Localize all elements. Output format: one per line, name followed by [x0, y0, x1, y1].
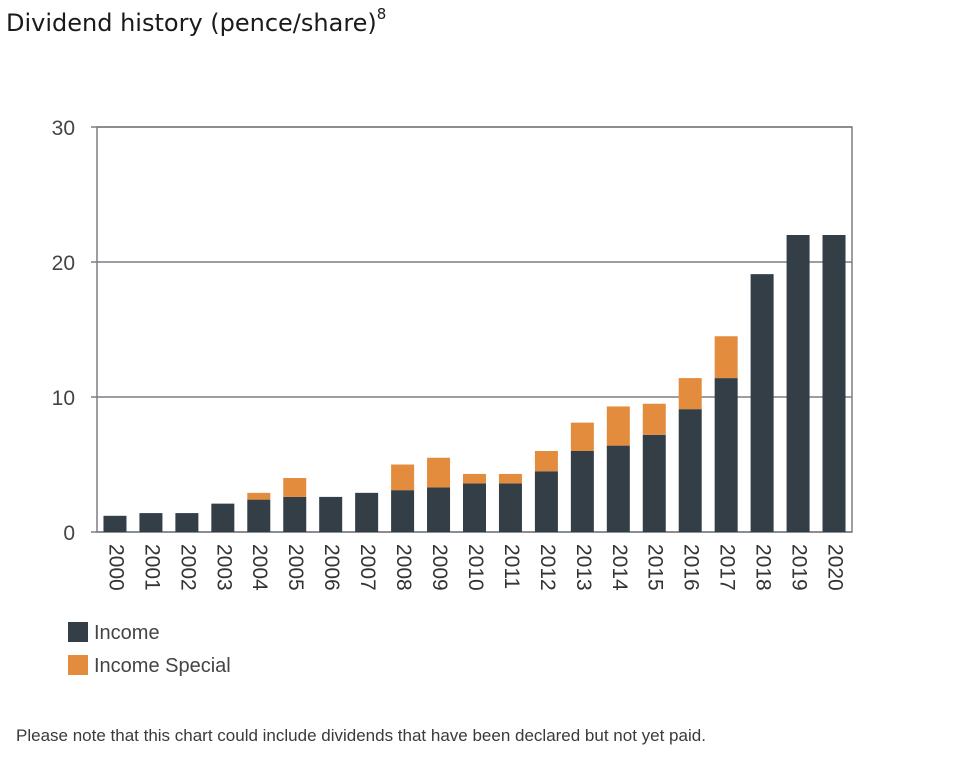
- bar-income-2017: [714, 378, 738, 532]
- bar-income-2004: [247, 499, 271, 532]
- bar-income-2016: [678, 409, 702, 532]
- title-text: Dividend history (pence/share): [6, 9, 377, 37]
- bar-income-2010: [463, 483, 486, 532]
- x-tick-label: 2016: [680, 544, 703, 591]
- x-tick-label: 2019: [788, 544, 811, 591]
- bar-income-2007: [355, 492, 379, 532]
- chart-note: Please note that this chart could includ…: [16, 726, 706, 745]
- bar-income-2012: [534, 471, 558, 532]
- bar-income-special-2011: [498, 473, 522, 484]
- x-tick-label: 2004: [248, 544, 271, 591]
- bar-income-2005: [283, 496, 307, 532]
- bar-income-2015: [642, 434, 666, 532]
- bar-income-special-2004: [247, 492, 271, 500]
- title-footnote: 8: [376, 5, 387, 23]
- axes: 0 10 20 30 2000 2001 2002 2003 2004 2005 2006 2007 2…: [52, 117, 847, 591]
- y-tick-label: 20: [52, 252, 75, 275]
- bar-income-2001: [139, 513, 163, 532]
- x-tick-label: 2018: [752, 544, 775, 591]
- bar-income-2008: [391, 490, 415, 532]
- x-tick-label: 2008: [392, 544, 415, 591]
- x-tick-label: 2013: [572, 544, 595, 591]
- bar-income-special-2016: [678, 378, 702, 410]
- bar-income-2009: [427, 487, 451, 532]
- legend-label: Income Special: [94, 655, 231, 677]
- plot-frame: [96, 126, 853, 533]
- x-tick-label: 2007: [356, 544, 379, 591]
- x-tick-label: 2002: [176, 544, 199, 591]
- legend-label: Income: [94, 622, 160, 644]
- legend: Income Income Special: [68, 622, 231, 677]
- bar-income-special-2009: [427, 457, 451, 488]
- bar-income-2011: [498, 483, 522, 532]
- x-tick-label: 2009: [428, 544, 451, 591]
- bar-income-2013: [570, 451, 594, 532]
- x-tick-label: 2014: [608, 544, 631, 591]
- x-tick-label: 2003: [212, 544, 235, 591]
- x-tick-label: 2006: [320, 544, 343, 591]
- bar-income-special-2005: [283, 478, 307, 497]
- bar-income-special-2014: [606, 406, 630, 446]
- bar-income-2020: [822, 235, 846, 532]
- x-tick-label: 2020: [823, 544, 846, 591]
- x-tick-label: 2010: [464, 544, 487, 591]
- x-tick-label: 2001: [140, 544, 163, 591]
- x-tick-label: 2012: [536, 544, 559, 591]
- x-tick-label: 2017: [716, 544, 739, 591]
- bar-income-special-2010: [463, 473, 486, 484]
- bar-income-special-2015: [642, 403, 666, 435]
- bar-income-special-2013: [570, 422, 594, 451]
- legend-swatch-0: [68, 622, 88, 642]
- bar-income-special-2017: [714, 336, 738, 379]
- legend-swatch-1: [68, 655, 88, 675]
- grid-lines: [91, 126, 853, 533]
- bar-income-2006: [319, 496, 343, 532]
- y-tick-label: 10: [52, 387, 75, 410]
- bar-income-2002: [175, 513, 199, 532]
- x-tick-label: 2011: [500, 544, 523, 589]
- bar-income-2000: [103, 515, 127, 532]
- bar-income-special-2012: [534, 451, 558, 472]
- page-title: Dividend history (pence/share)8: [6, 5, 387, 37]
- bar-income-2014: [606, 445, 630, 532]
- bar-income-2019: [786, 235, 810, 532]
- x-tick-label: 2005: [284, 544, 307, 591]
- bar-income-2003: [211, 503, 235, 532]
- bar-income-2018: [750, 274, 774, 532]
- y-tick-label: 0: [63, 522, 75, 545]
- x-tick-label: 2000: [104, 544, 127, 591]
- bar-income-special-2008: [391, 464, 415, 491]
- y-tick-label: 30: [52, 117, 75, 140]
- dividend-chart: 0 10 20 30 2000 2001 2002 2003 2004 2005 2006 2007 2…: [52, 117, 853, 677]
- bars: [103, 235, 846, 532]
- x-tick-label: 2015: [644, 544, 667, 591]
